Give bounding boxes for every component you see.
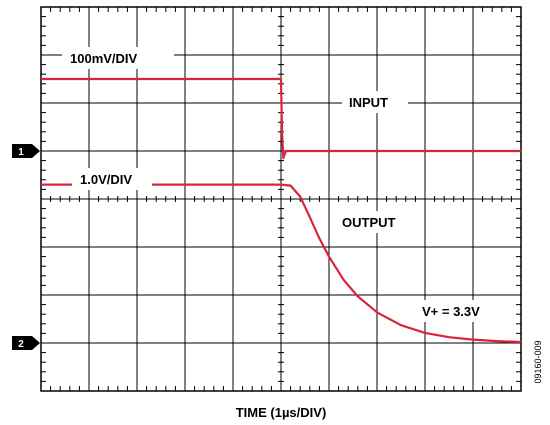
channel-1-label: 1 [18,147,24,158]
supply-annotation-bg [416,300,508,322]
channel-2-label: 2 [18,339,24,350]
figure-id: 09160-009 [533,340,543,383]
plot-grid [40,6,522,392]
supply-annotation: V+ = 3.3V [422,304,480,319]
output-series-label-bg [336,211,412,233]
plot-traces [41,77,522,344]
input-scale-label-bg [62,47,174,69]
input-scale-label: 100mV/DIV [70,51,138,66]
channel-1-marker [12,144,40,158]
channel-markers: 12 [12,144,40,350]
input-series-label-bg [342,91,408,113]
trace-output [41,183,522,344]
input-series-label: INPUT [349,95,388,110]
output-scale-label-bg [72,168,152,190]
trace-input [41,77,521,160]
x-axis-label: TIME (1µs/DIV) [236,405,327,420]
output-scale-label: 1.0V/DIV [80,172,132,187]
plot-frame [40,6,522,392]
output-series-label: OUTPUT [342,215,396,230]
channel-2-marker [12,336,40,350]
